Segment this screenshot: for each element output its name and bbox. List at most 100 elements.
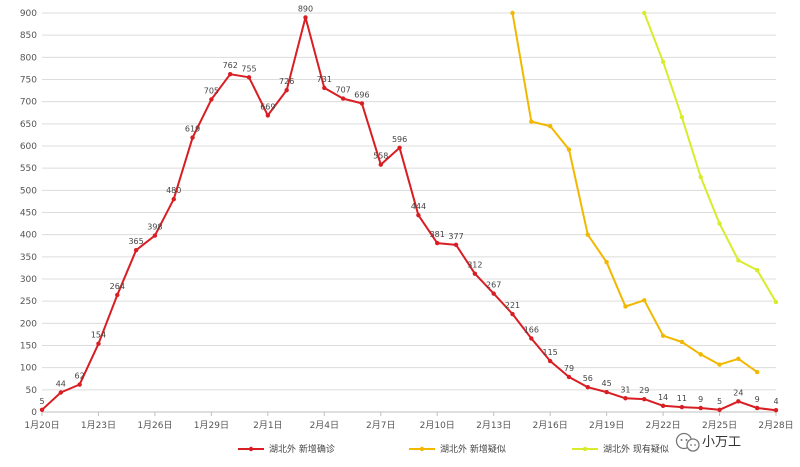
watermark-text: 小万工 <box>702 435 741 450</box>
data-label: 755 <box>241 64 256 73</box>
y-tick-label: 550 <box>20 164 37 174</box>
data-label: 5 <box>39 397 44 406</box>
series-line-2 <box>511 12 758 373</box>
x-tick-label: 2月13日 <box>476 420 511 431</box>
data-point <box>397 145 402 150</box>
x-tick-label: 1月20日 <box>24 420 59 431</box>
data-point <box>435 240 440 246</box>
data-point <box>754 267 760 273</box>
y-tick-label: 900 <box>20 9 37 19</box>
data-label: 5 <box>717 397 722 406</box>
series-layer <box>39 10 779 413</box>
y-tick-label: 850 <box>20 31 37 41</box>
data-point <box>660 403 666 408</box>
data-point <box>491 291 496 296</box>
data-label: 62 <box>75 372 85 381</box>
series-line-1 <box>41 16 777 412</box>
data-label: 29 <box>639 386 649 395</box>
data-label: 9 <box>755 395 760 404</box>
data-label: 45 <box>602 379 612 388</box>
data-label: 365 <box>128 237 143 246</box>
data-label: 56 <box>583 374 593 383</box>
y-axis: 0 50 100 150 200 250 300 350 400 450 500 550 600 650 7… <box>20 9 37 418</box>
data-label: 154 <box>91 331 106 340</box>
legend-label: 湖北外 现有疑似 <box>603 443 669 455</box>
data-point <box>754 405 760 411</box>
watermark: 小万工 <box>675 432 741 452</box>
data-point <box>566 147 572 152</box>
data-label: 558 <box>373 152 388 161</box>
y-tick-label: 800 <box>20 53 37 63</box>
data-point <box>698 352 703 357</box>
y-tick-label: 400 <box>20 231 37 241</box>
legend-marker <box>582 446 588 452</box>
legend-label: 湖北外 新增确诊 <box>269 443 335 455</box>
y-tick-label: 300 <box>20 275 37 285</box>
data-point <box>115 292 120 298</box>
data-label: 731 <box>317 75 332 84</box>
y-tick-label: 0 <box>31 408 37 418</box>
data-label: 11 <box>677 394 687 403</box>
data-point <box>510 311 515 317</box>
x-tick-label: 2月16日 <box>533 420 568 431</box>
data-label: 267 <box>486 281 501 290</box>
data-point <box>547 358 553 364</box>
data-point <box>736 258 741 263</box>
data-label: 264 <box>110 282 125 291</box>
y-tick-label: 700 <box>20 98 37 108</box>
x-tick-label: 2月1日 <box>253 420 282 431</box>
data-label: 24 <box>733 388 743 397</box>
y-tick-label: 100 <box>20 364 37 374</box>
data-point <box>472 271 478 276</box>
x-tick-label: 1月26日 <box>137 420 172 431</box>
data-label: 221 <box>505 301 520 310</box>
data-point <box>209 97 214 102</box>
data-point <box>152 233 158 238</box>
data-label: 14 <box>658 393 668 402</box>
data-point <box>416 212 421 218</box>
data-point <box>96 341 101 346</box>
data-point <box>228 71 233 77</box>
data-label: 115 <box>543 348 558 357</box>
data-point <box>736 356 741 361</box>
x-tick-label: 2月7日 <box>366 420 395 431</box>
x-tick-label: 2月28日 <box>758 420 793 431</box>
y-tick-label: 750 <box>20 76 37 86</box>
y-tick-label: 650 <box>20 120 37 130</box>
data-point <box>284 87 289 93</box>
x-tick-label: 1月29日 <box>194 420 229 431</box>
data-label: 480 <box>166 186 181 195</box>
data-label: 726 <box>279 77 294 86</box>
data-point <box>642 298 647 303</box>
y-tick-label: 600 <box>20 142 37 152</box>
data-label: 398 <box>147 223 162 232</box>
data-point <box>585 384 590 390</box>
y-tick-label: 500 <box>20 186 37 196</box>
data-label: 707 <box>335 86 350 95</box>
data-label: 705 <box>204 86 219 95</box>
data-point <box>679 114 685 120</box>
data-labels: 5 44 62 154 264 365 398 480 619 705 762 755 669 726 89… <box>39 4 778 406</box>
data-point <box>453 242 459 248</box>
data-label: 312 <box>467 261 482 270</box>
x-axis: 1月20日 1月23日 1月26日 1月29日 2月1日 2月4日 2月7日 2月10日 2月1… <box>24 412 794 431</box>
data-point <box>39 407 45 412</box>
data-point <box>679 339 685 345</box>
wechat-icon <box>675 432 700 452</box>
data-point <box>642 396 647 402</box>
data-label: 669 <box>260 102 275 111</box>
data-point <box>698 405 703 411</box>
data-point <box>773 299 779 305</box>
data-point <box>133 247 139 253</box>
data-point <box>679 404 685 410</box>
data-point <box>642 10 647 16</box>
legend-marker <box>248 446 254 452</box>
data-point <box>265 113 271 118</box>
series-line-3 <box>643 12 777 303</box>
data-label: 79 <box>564 364 574 373</box>
data-label: 596 <box>392 135 407 144</box>
data-point <box>623 396 628 401</box>
data-label: 31 <box>620 385 630 394</box>
data-point <box>604 259 609 265</box>
data-label: 619 <box>185 125 200 134</box>
